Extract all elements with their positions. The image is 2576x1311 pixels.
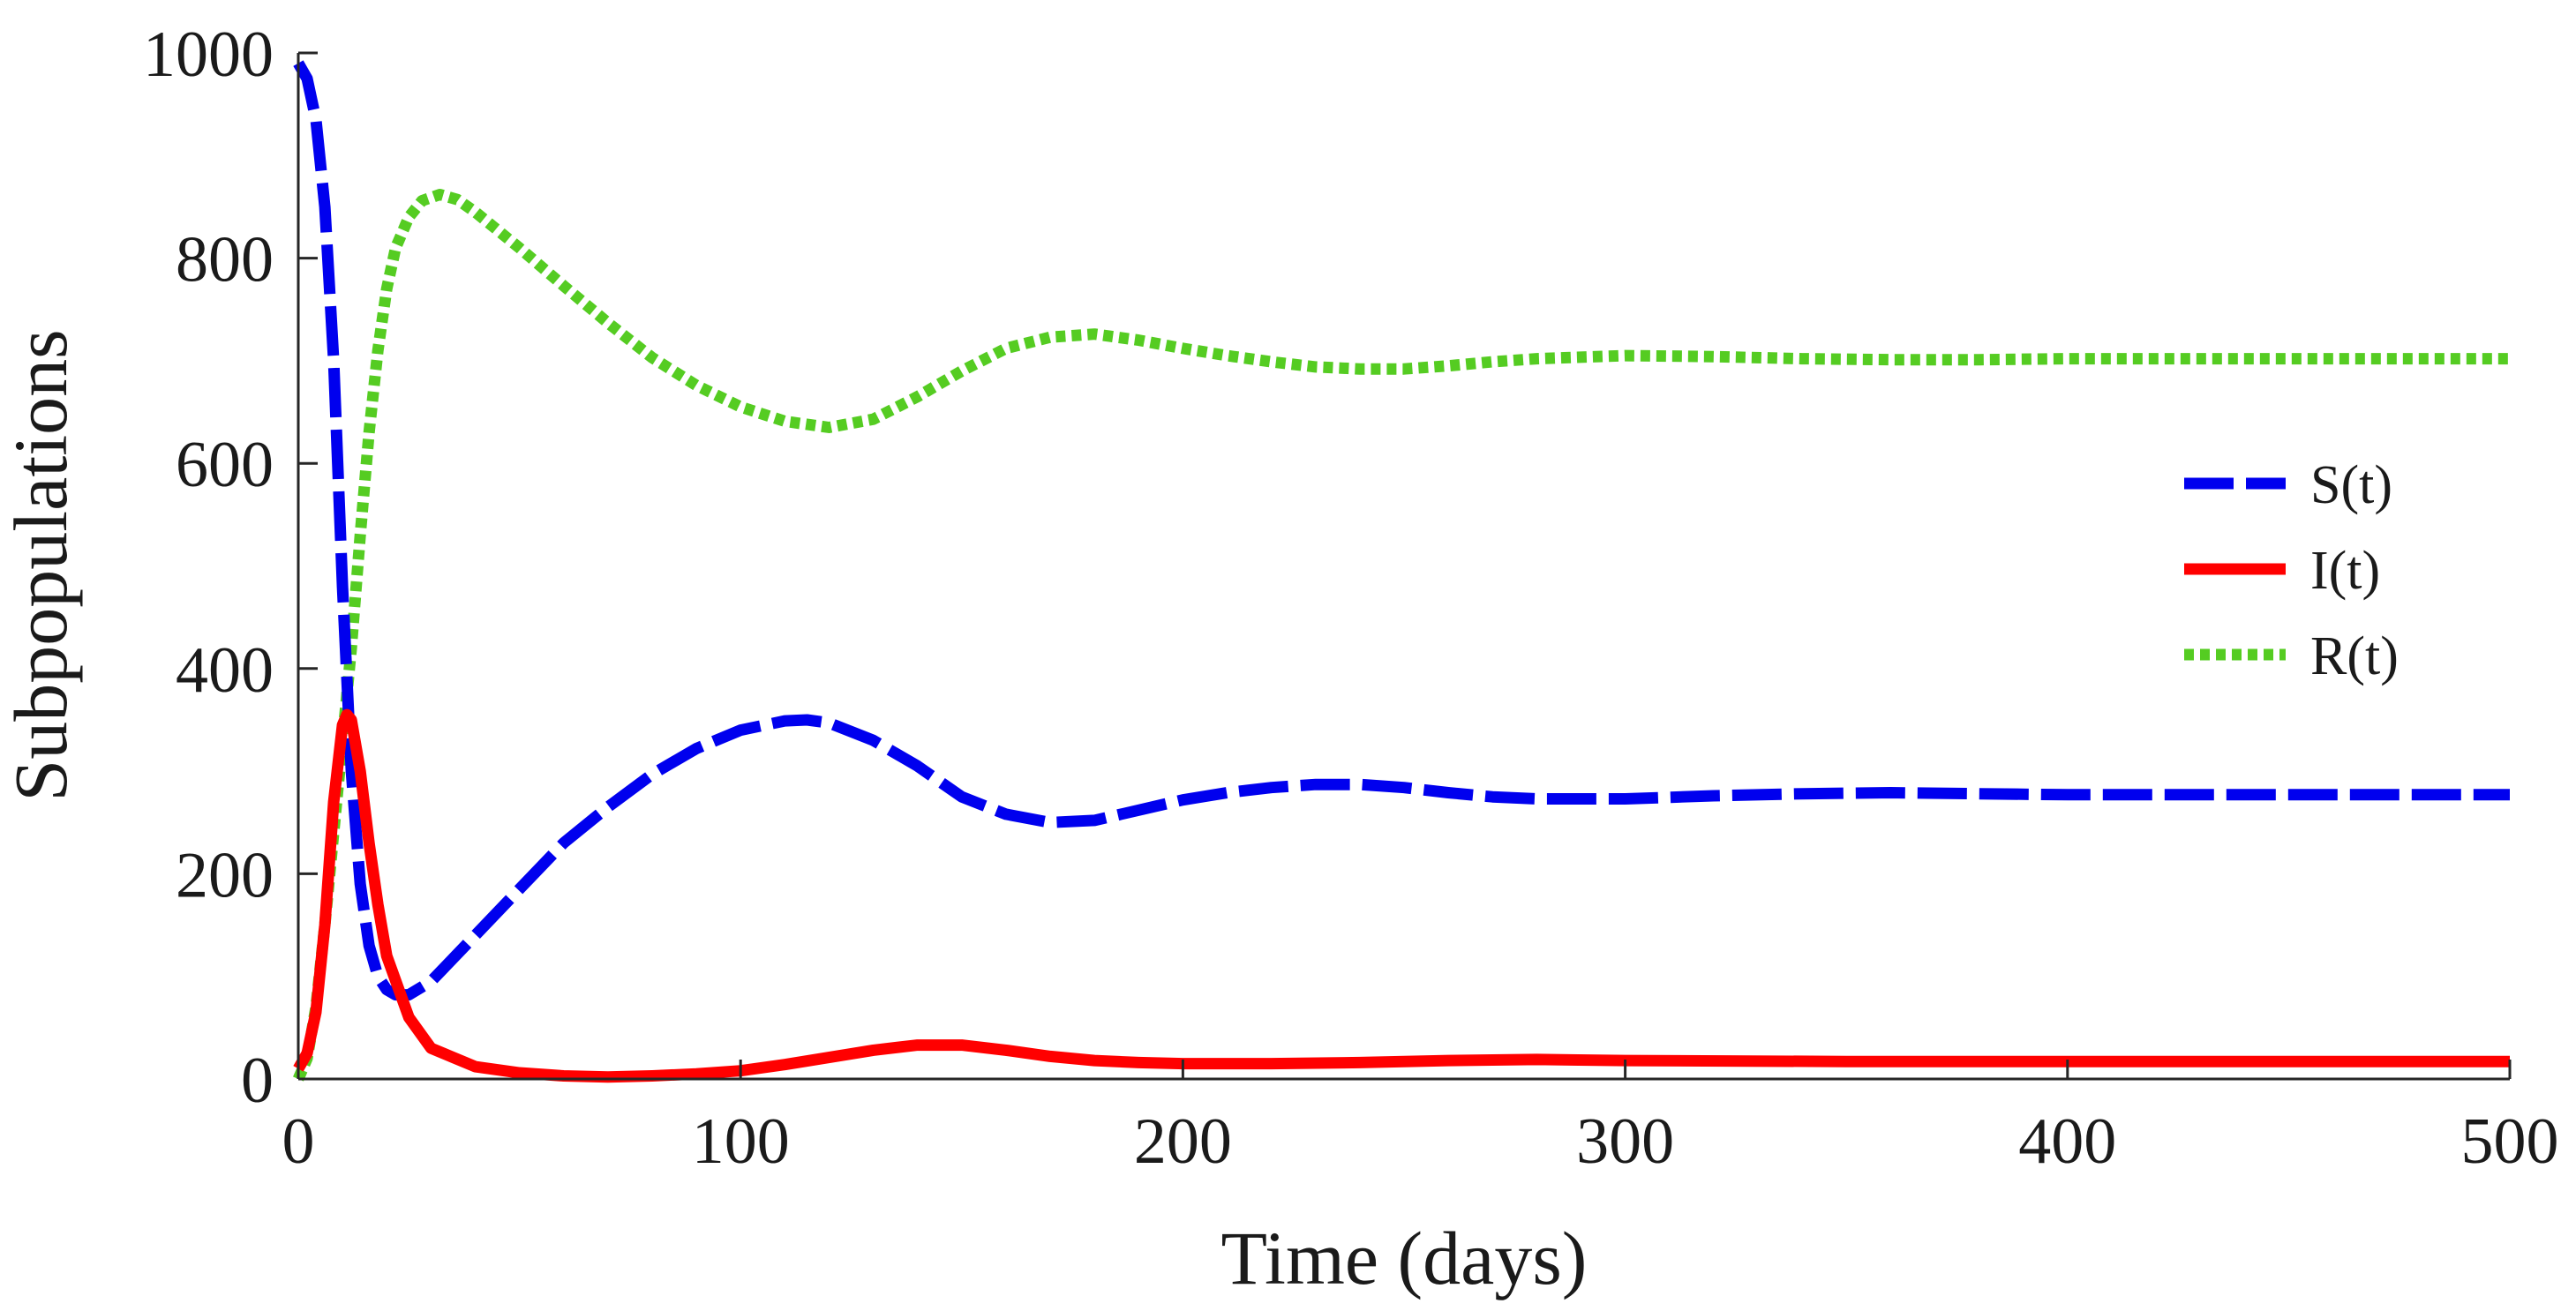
legend-label-s: S(t) <box>2310 455 2392 515</box>
legend-label-r: R(t) <box>2310 626 2399 686</box>
series-line-r <box>293 189 2510 1082</box>
y-axis-title: Subpopulations <box>0 329 83 801</box>
y-tick-label: 400 <box>176 634 274 707</box>
x-tick-label: 200 <box>1134 1105 1232 1178</box>
x-tick-label: 400 <box>2018 1105 2116 1178</box>
y-tick-label: 0 <box>241 1045 274 1117</box>
y-tick-label: 600 <box>176 429 274 501</box>
y-tick-label: 200 <box>176 839 274 911</box>
x-tick-label: 100 <box>692 1105 790 1178</box>
x-ticks: 0 100 200 300 400 500 <box>282 1060 2559 1178</box>
plot-lines <box>293 60 2510 1083</box>
y-tick-label: 1000 <box>143 19 274 91</box>
series-line-s <box>293 60 2510 1001</box>
y-tick-label: 800 <box>176 224 274 296</box>
legend: S(t) I(t) R(t) <box>2184 455 2399 686</box>
x-tick-label: 0 <box>282 1105 315 1178</box>
legend-label-i: I(t) <box>2310 541 2380 601</box>
x-axis-title: Time (days) <box>1221 1216 1588 1300</box>
x-tick-label: 500 <box>2461 1105 2559 1178</box>
series-line-i <box>293 708 2510 1083</box>
x-tick-label: 300 <box>1576 1105 1674 1178</box>
y-ticks: 0 200 400 600 800 1000 <box>143 19 318 1117</box>
